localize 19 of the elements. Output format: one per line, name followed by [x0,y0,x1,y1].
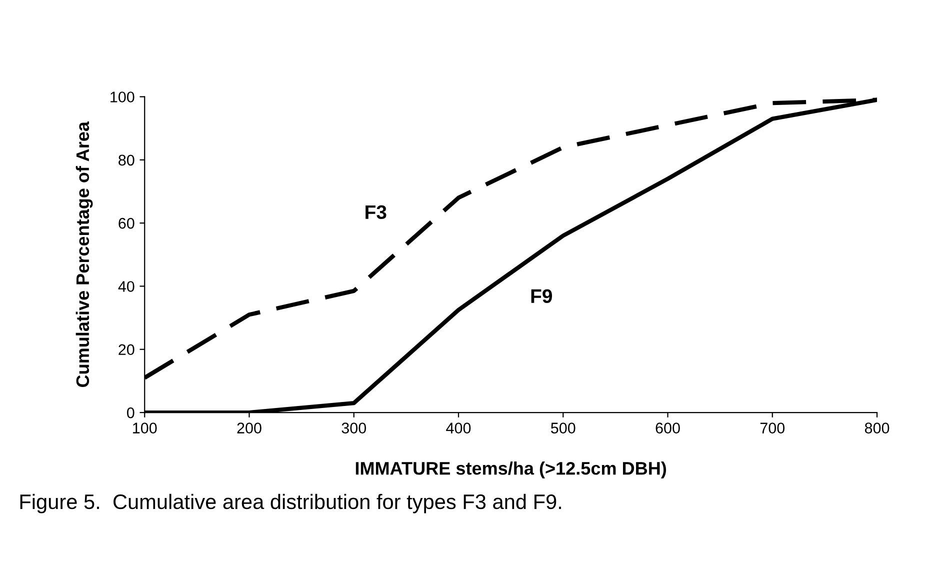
x-tick-label: 300 [342,422,366,434]
x-tick-label: 800 [864,422,890,434]
x-tick-label: 200 [237,422,262,434]
y-tick-label: 0 [126,407,134,418]
y-tick-label: 100 [110,92,134,102]
x-tick-label: 700 [760,422,785,434]
series-label: F9 [531,289,552,304]
x-tick-label: 600 [656,422,680,434]
x-tick-label: 400 [446,422,471,434]
y-tick-label: 60 [118,218,134,229]
x-tick-label: 100 [133,422,157,434]
y-tick-label: 80 [118,154,134,166]
y-tick-label: 40 [118,281,134,292]
caption: Figure 5. Cumulative area distribution for types F3 and F9. [20,494,561,514]
x-tick-label: 500 [551,422,576,434]
series-label: F3 [366,205,386,220]
y-tick-label: 20 [118,344,134,356]
y-axis-title: Cumulative Percentage of Area [76,121,93,387]
x-axis-title: IMMATURE stems/ha (>12.5cm DBH) [356,461,666,478]
